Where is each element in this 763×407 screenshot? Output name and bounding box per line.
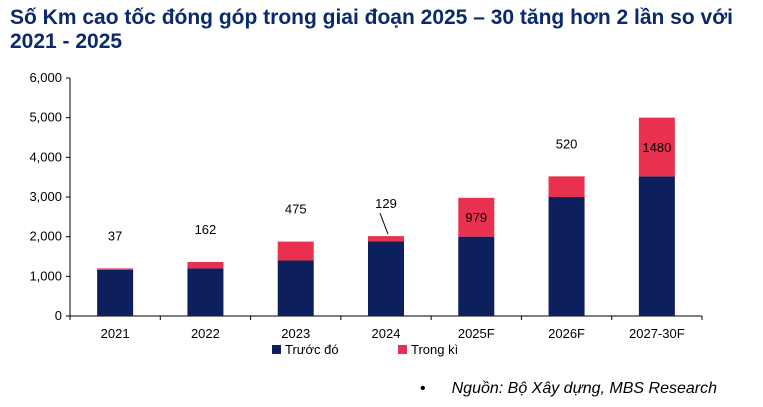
y-tick-label: 3,000	[29, 189, 62, 204]
y-tick-label: 5,000	[29, 110, 62, 125]
bar-truoc-do	[368, 241, 404, 316]
axes: 0 1,000 2,000 3,000 4,000 5,000 6,000 2021 2022 2…	[29, 70, 703, 341]
bar-trong-ki	[368, 236, 404, 242]
y-tick-label: 0	[55, 308, 62, 323]
bar-truoc-do	[97, 269, 134, 316]
bar-trong-ki	[548, 176, 585, 197]
y-tick-label: 2,000	[29, 229, 62, 244]
bar-trong-ki	[638, 117, 675, 177]
y-tick-label: 1,000	[29, 268, 62, 283]
bar-truoc-do	[458, 236, 495, 316]
bar-truoc-do	[638, 176, 675, 316]
legend-label: Trước đó	[285, 342, 339, 357]
bar-trong-ki	[97, 268, 134, 270]
data-label: 475	[285, 202, 307, 217]
data-label: 520	[556, 136, 578, 151]
x-tick-label: 2023	[281, 326, 310, 341]
x-tick-label: 2025F	[458, 326, 495, 341]
data-label-leader	[379, 212, 389, 235]
bar-truoc-do	[187, 268, 224, 316]
bars	[97, 117, 675, 316]
chart-title: Số Km cao tốc đóng góp trong giai đoạn 2…	[10, 6, 733, 53]
data-label: 162	[195, 222, 217, 237]
x-tick-label: 2027-30F	[629, 326, 685, 341]
y-tick-label: 4,000	[29, 149, 62, 164]
x-tick-label: 2022	[191, 326, 220, 341]
bar-truoc-do	[548, 197, 585, 316]
data-label: 979	[465, 210, 487, 225]
bar-truoc-do	[277, 260, 314, 316]
x-tick-label: 2021	[101, 326, 130, 341]
legend-swatch	[398, 345, 407, 354]
bullet-icon: •	[420, 380, 426, 397]
x-tick-label: 2026F	[548, 326, 585, 341]
x-tick-label: 2024	[372, 326, 401, 341]
legend-label: Trong kì	[411, 342, 458, 357]
source-note: • Nguồn: Bộ Xây dựng, MBS Research	[420, 380, 717, 398]
data-label: 37	[108, 228, 122, 243]
data-label: 1480	[642, 140, 671, 155]
data-labels: 37 162 475 129 979 520 1480	[108, 136, 671, 243]
source-text: Nguồn: Bộ Xây dựng, MBS Research	[451, 380, 717, 397]
bar-trong-ki	[277, 241, 314, 261]
data-label: 129	[375, 196, 397, 211]
bar-trong-ki	[458, 197, 495, 237]
y-tick-label: 6,000	[29, 70, 62, 85]
legend-swatch	[272, 345, 281, 354]
legend: Trước đó Trong kì	[272, 342, 458, 357]
bar-trong-ki	[187, 261, 224, 269]
